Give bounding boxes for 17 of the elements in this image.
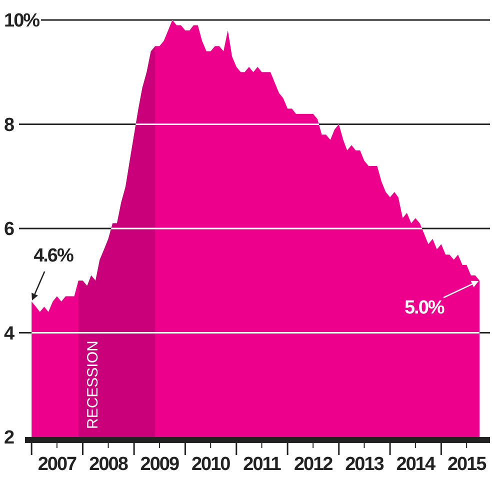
y-tick-label: 2: [4, 428, 14, 449]
x-tick-label: 2013: [345, 454, 384, 475]
x-tick-label: 2014: [396, 454, 436, 475]
annotation: 5.0%: [404, 298, 445, 319]
y-tick-label: 4: [4, 323, 15, 344]
y-tick-label: 10%: [4, 10, 40, 32]
y-tick-label: 6: [4, 219, 14, 240]
x-tick-label: 2011: [243, 454, 282, 475]
x-tick-label: 2007: [38, 454, 77, 475]
x-tick-label: 2009: [140, 454, 179, 475]
x-tick-label: 2010: [191, 454, 230, 475]
annotation: 4.6%: [34, 245, 74, 266]
y-tick-label: 8: [4, 114, 14, 136]
x-tick-label: 2008: [89, 454, 128, 475]
x-tick-label: 2012: [294, 454, 333, 475]
x-tick-label: 2015: [447, 454, 488, 475]
band-label: RECESSION: [84, 340, 102, 429]
